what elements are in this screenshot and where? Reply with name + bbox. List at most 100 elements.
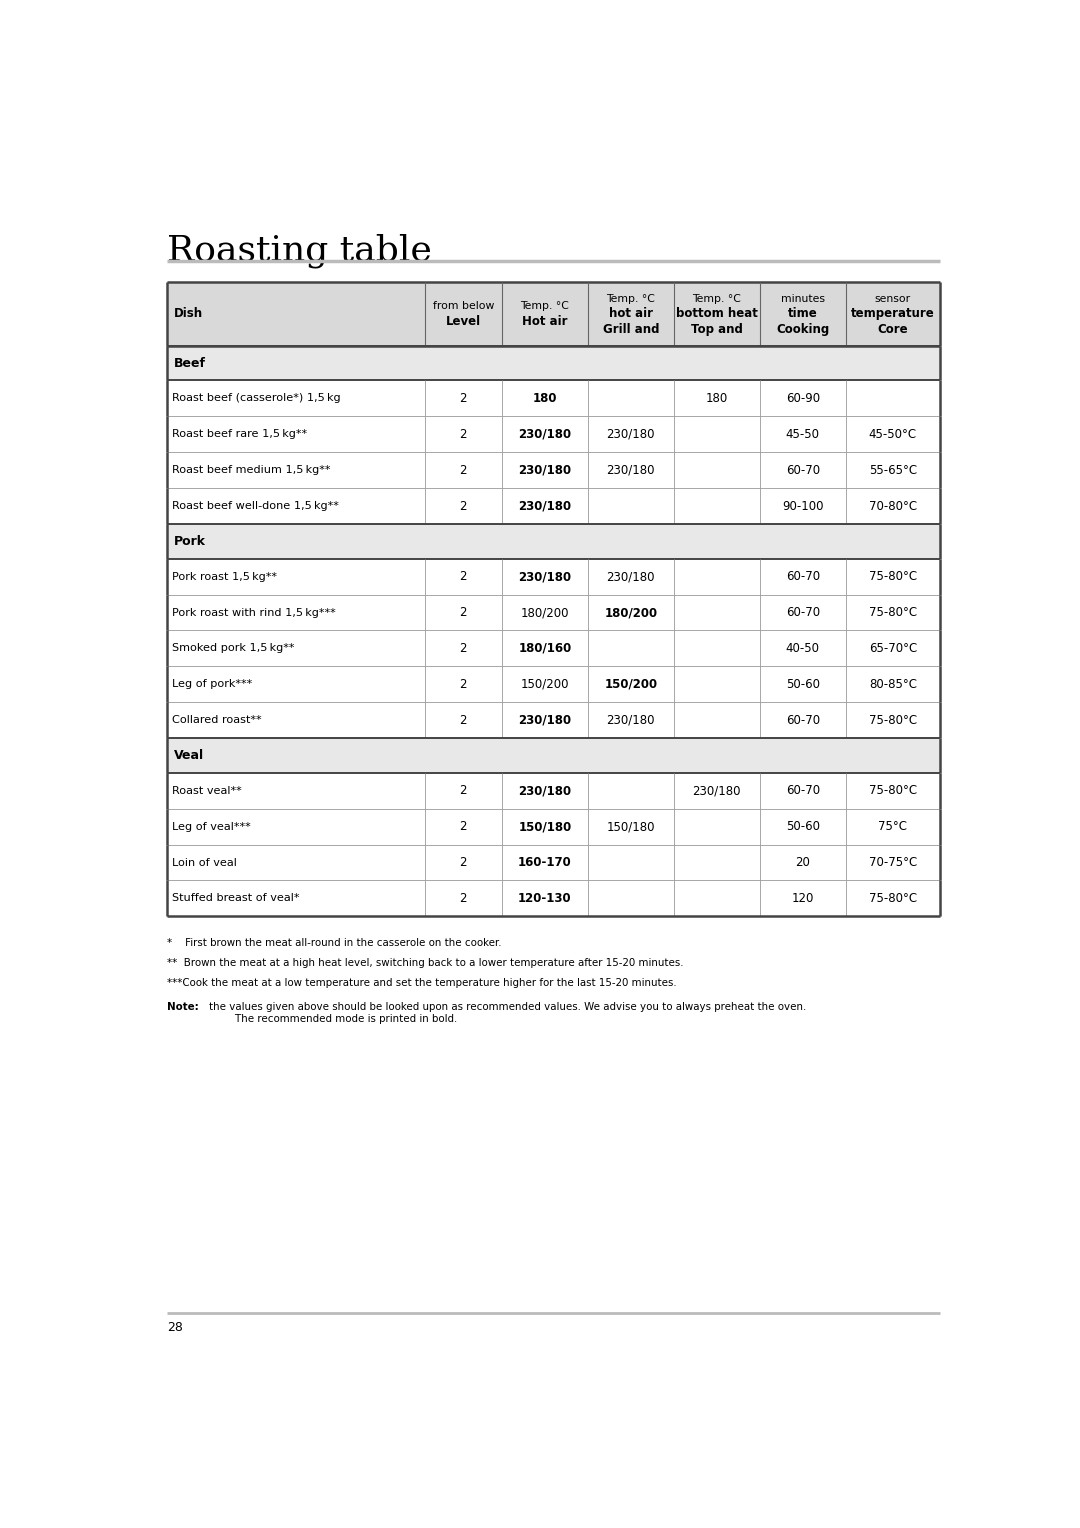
- Text: 150/200: 150/200: [521, 678, 569, 691]
- Bar: [166, 380, 941, 416]
- Text: 20: 20: [795, 856, 810, 869]
- Text: Grill and: Grill and: [603, 322, 659, 336]
- Text: sensor: sensor: [875, 293, 912, 304]
- Text: Pork: Pork: [174, 535, 205, 549]
- Text: 2: 2: [459, 570, 467, 584]
- Text: 90-100: 90-100: [782, 500, 823, 512]
- Bar: [166, 808, 941, 845]
- Text: Roast beef medium 1,5 kg**: Roast beef medium 1,5 kg**: [172, 465, 330, 475]
- Text: 2: 2: [459, 821, 467, 833]
- Text: 40-50: 40-50: [786, 642, 820, 656]
- Text: 230/180: 230/180: [607, 570, 656, 584]
- Bar: [166, 703, 941, 738]
- Text: Cooking: Cooking: [777, 322, 829, 336]
- Text: 230/180: 230/180: [518, 784, 571, 798]
- Text: 50-60: 50-60: [786, 821, 820, 833]
- Text: 230/180: 230/180: [518, 428, 571, 440]
- Text: 2: 2: [459, 607, 467, 619]
- Text: ***Cook the meat at a low temperature and set the temperature higher for the las: ***Cook the meat at a low temperature an…: [166, 978, 676, 987]
- Text: Roast beef (casserole*) 1,5 kg: Roast beef (casserole*) 1,5 kg: [172, 393, 340, 403]
- Text: Temp. °C: Temp. °C: [606, 293, 656, 304]
- Text: 45-50°C: 45-50°C: [869, 428, 917, 440]
- Text: 120: 120: [792, 892, 814, 905]
- Text: hot air: hot air: [609, 307, 652, 321]
- Text: 60-90: 60-90: [785, 391, 820, 405]
- Text: 2: 2: [459, 714, 467, 727]
- Text: 180/200: 180/200: [521, 607, 569, 619]
- Text: 28: 28: [166, 1322, 183, 1334]
- Text: 60-70: 60-70: [785, 784, 820, 798]
- Text: 2: 2: [459, 391, 467, 405]
- Bar: [166, 738, 941, 773]
- Text: 75-80°C: 75-80°C: [869, 570, 917, 584]
- Text: Loin of veal: Loin of veal: [172, 857, 237, 868]
- Text: Pork roast 1,5 kg**: Pork roast 1,5 kg**: [172, 571, 276, 582]
- Text: Leg of veal***: Leg of veal***: [172, 822, 251, 831]
- Text: temperature: temperature: [851, 307, 935, 321]
- Text: 75-80°C: 75-80°C: [869, 784, 917, 798]
- Text: bottom heat: bottom heat: [676, 307, 758, 321]
- Bar: [166, 594, 941, 631]
- Text: 2: 2: [459, 642, 467, 656]
- Text: 60-70: 60-70: [785, 570, 820, 584]
- Text: 60-70: 60-70: [785, 463, 820, 477]
- Text: 80-85°C: 80-85°C: [869, 678, 917, 691]
- Bar: [166, 283, 941, 345]
- Text: 75-80°C: 75-80°C: [869, 892, 917, 905]
- Text: Level: Level: [446, 315, 481, 329]
- Text: 230/180: 230/180: [692, 784, 741, 798]
- Bar: [166, 631, 941, 666]
- Text: 75-80°C: 75-80°C: [869, 714, 917, 727]
- Text: Smoked pork 1,5 kg**: Smoked pork 1,5 kg**: [172, 643, 295, 654]
- Text: from below: from below: [433, 301, 494, 312]
- Text: Note:: Note:: [166, 1002, 199, 1012]
- Text: 2: 2: [459, 428, 467, 440]
- Text: 150/180: 150/180: [607, 821, 656, 833]
- Text: 2: 2: [459, 784, 467, 798]
- Text: *    First brown the meat all-round in the casserole on the cooker.: * First brown the meat all-round in the …: [166, 938, 501, 947]
- Bar: [166, 524, 941, 559]
- Bar: [166, 880, 941, 917]
- Text: time: time: [787, 307, 818, 321]
- Text: 230/180: 230/180: [518, 463, 571, 477]
- Text: Veal: Veal: [174, 749, 204, 762]
- Text: 150/180: 150/180: [518, 821, 571, 833]
- Text: Temp. °C: Temp. °C: [692, 293, 741, 304]
- Bar: [166, 666, 941, 703]
- Text: Beef: Beef: [174, 356, 205, 370]
- Text: 45-50: 45-50: [786, 428, 820, 440]
- Bar: [166, 845, 941, 880]
- Text: 230/180: 230/180: [518, 500, 571, 512]
- Text: Dish: Dish: [174, 307, 203, 321]
- Text: 60-70: 60-70: [785, 607, 820, 619]
- Text: 230/180: 230/180: [607, 463, 656, 477]
- Text: 230/180: 230/180: [607, 428, 656, 440]
- Text: 70-75°C: 70-75°C: [868, 856, 917, 869]
- Text: the values given above should be looked upon as recommended values. We advise yo: the values given above should be looked …: [208, 1002, 806, 1024]
- Bar: [166, 773, 941, 808]
- Text: Hot air: Hot air: [522, 315, 568, 329]
- Bar: [166, 452, 941, 487]
- Text: Leg of pork***: Leg of pork***: [172, 680, 252, 689]
- Text: 55-65°C: 55-65°C: [869, 463, 917, 477]
- Text: 2: 2: [459, 892, 467, 905]
- Text: 230/180: 230/180: [518, 714, 571, 727]
- Text: 180: 180: [532, 391, 557, 405]
- Text: 180: 180: [705, 391, 728, 405]
- Text: 2: 2: [459, 500, 467, 512]
- Text: Top and: Top and: [691, 322, 743, 336]
- Text: Collared roast**: Collared roast**: [172, 715, 261, 726]
- Text: **  Brown the meat at a high heat level, switching back to a lower temperature a: ** Brown the meat at a high heat level, …: [166, 958, 684, 967]
- Text: 180/200: 180/200: [605, 607, 658, 619]
- Bar: [166, 416, 941, 452]
- Text: Roast veal**: Roast veal**: [172, 785, 242, 796]
- Text: 65-70°C: 65-70°C: [868, 642, 917, 656]
- Text: 2: 2: [459, 463, 467, 477]
- Text: 50-60: 50-60: [786, 678, 820, 691]
- Text: Roast beef rare 1,5 kg**: Roast beef rare 1,5 kg**: [172, 429, 307, 439]
- Text: Roast beef well-done 1,5 kg**: Roast beef well-done 1,5 kg**: [172, 501, 339, 510]
- Text: Temp. °C: Temp. °C: [521, 301, 569, 312]
- Text: 70-80°C: 70-80°C: [869, 500, 917, 512]
- Text: 75°C: 75°C: [878, 821, 907, 833]
- Text: 180/160: 180/160: [518, 642, 571, 656]
